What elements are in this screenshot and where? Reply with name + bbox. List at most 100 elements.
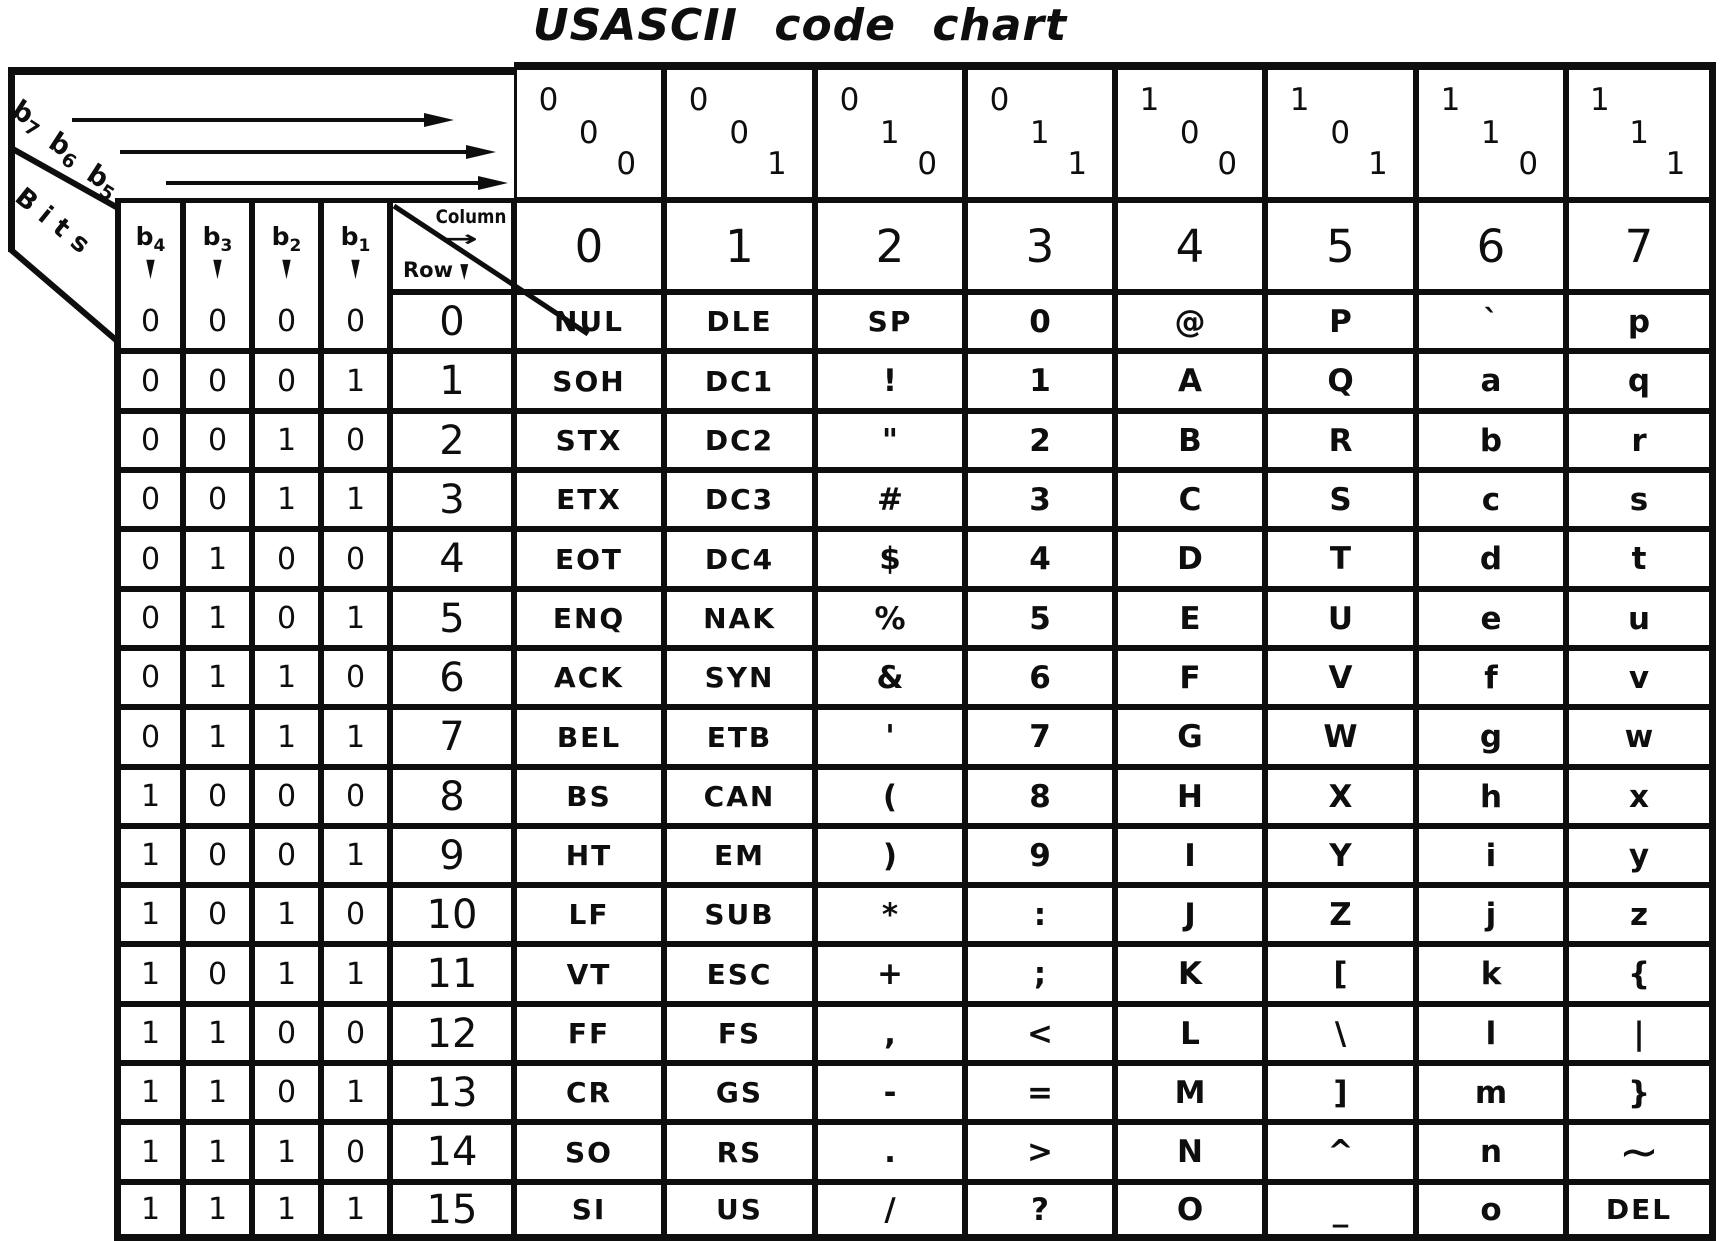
char-value: ESC bbox=[706, 957, 773, 991]
char-value: B bbox=[1178, 422, 1202, 459]
char-value: Y bbox=[1329, 837, 1352, 874]
bit-digit: 0 bbox=[989, 82, 1010, 119]
bit-value: 0 bbox=[207, 779, 228, 814]
low-bit-label-base: b bbox=[271, 221, 290, 251]
bit-digit: 0 bbox=[538, 82, 559, 119]
char-cell: ^ bbox=[1268, 1125, 1413, 1179]
char-value: | bbox=[1633, 1015, 1645, 1052]
bit-cell: 0 bbox=[324, 532, 387, 586]
char-cell: SOH bbox=[517, 354, 661, 408]
bit-value: 1 bbox=[140, 1134, 161, 1170]
char-value: H bbox=[1177, 778, 1203, 815]
row-number: 14 bbox=[426, 1129, 478, 1175]
bit-cell: 0 bbox=[255, 532, 318, 586]
char-value: DLE bbox=[706, 305, 773, 338]
char-value: < bbox=[1027, 1015, 1053, 1052]
char-value: n bbox=[1479, 1134, 1503, 1170]
char-value: z bbox=[1629, 896, 1649, 933]
column-number: 6 bbox=[1476, 219, 1506, 273]
char-cell: EOT bbox=[517, 532, 661, 586]
bit-value: 0 bbox=[345, 304, 366, 339]
char-cell: 0 bbox=[968, 295, 1112, 348]
char-value: x bbox=[1629, 778, 1649, 815]
char-cell: k bbox=[1419, 947, 1563, 1001]
char-value: CAN bbox=[703, 780, 776, 813]
char-cell: _ bbox=[1268, 1185, 1413, 1234]
char-cell: DLE bbox=[667, 295, 812, 348]
bit-cell: 1 bbox=[121, 770, 180, 823]
bit-cell: 0 bbox=[324, 770, 387, 823]
char-value: BEL bbox=[556, 720, 622, 754]
bit-value: 0 bbox=[140, 719, 161, 755]
bit-cell: 1 bbox=[121, 888, 180, 941]
char-value: ` bbox=[1483, 303, 1499, 340]
char-cell: ENQ bbox=[517, 592, 661, 645]
char-cell: G bbox=[1118, 710, 1262, 764]
char-cell: ; bbox=[968, 947, 1112, 1001]
char-value: c bbox=[1481, 481, 1501, 518]
row-number: 2 bbox=[439, 417, 465, 464]
low-bit-header-b4: b4 ▼ bbox=[121, 203, 180, 295]
bit-cell: 0 bbox=[324, 1125, 387, 1179]
bit-digit: 1 bbox=[1289, 82, 1310, 119]
char-value: HT bbox=[565, 839, 613, 872]
bit-cell: 1 bbox=[255, 473, 318, 526]
char-value: ^ bbox=[1327, 1134, 1354, 1170]
bit-value: 1 bbox=[276, 423, 297, 458]
char-value: b bbox=[1479, 422, 1503, 459]
char-value: 8 bbox=[1029, 778, 1051, 815]
row-number: 6 bbox=[439, 654, 465, 701]
char-cell: = bbox=[968, 1066, 1112, 1119]
bit-cell: 0 bbox=[255, 354, 318, 408]
char-cell: Y bbox=[1268, 829, 1413, 882]
char-value: A bbox=[1178, 363, 1202, 399]
bit-value: 0 bbox=[276, 304, 297, 339]
bit-value: 1 bbox=[276, 719, 297, 755]
char-value: BS bbox=[566, 780, 612, 813]
char-value: O bbox=[1176, 1191, 1204, 1228]
char-value: K bbox=[1177, 956, 1203, 992]
char-cell: + bbox=[818, 947, 962, 1001]
bit-value: 1 bbox=[207, 719, 228, 755]
table-top-border bbox=[8, 67, 514, 75]
char-cell: H bbox=[1118, 770, 1262, 823]
row-number-cell: 4 bbox=[393, 532, 511, 586]
char-value: RS bbox=[716, 1135, 763, 1169]
char-value: v bbox=[1628, 659, 1650, 696]
bit-cell: 0 bbox=[255, 1007, 318, 1060]
char-cell: % bbox=[818, 592, 962, 645]
char-cell: ) bbox=[818, 829, 962, 882]
column-number-header: 4 bbox=[1118, 203, 1262, 289]
char-cell: e bbox=[1419, 592, 1563, 645]
char-value: P bbox=[1329, 303, 1352, 340]
char-cell: B bbox=[1118, 414, 1262, 467]
bit-value: 1 bbox=[345, 601, 366, 636]
char-value: SP bbox=[867, 305, 913, 338]
bit-value: 1 bbox=[207, 541, 228, 577]
bit-value: 0 bbox=[140, 423, 161, 458]
low-bit-label-sub: 4 bbox=[153, 235, 166, 256]
char-value: T bbox=[1329, 541, 1352, 577]
char-value: @ bbox=[1174, 303, 1206, 340]
bit-cell: 1 bbox=[255, 947, 318, 1001]
row-number-cell: 2 bbox=[393, 414, 511, 467]
bit-cell: 1 bbox=[255, 1185, 318, 1234]
column-number: 1 bbox=[725, 219, 754, 273]
char-value: ACK bbox=[554, 661, 624, 694]
char-cell: \ bbox=[1268, 1007, 1413, 1060]
bit-cell: 0 bbox=[186, 473, 249, 526]
char-cell: b bbox=[1419, 414, 1563, 467]
bit-value: 0 bbox=[345, 660, 366, 695]
char-cell: SO bbox=[517, 1125, 661, 1179]
column-row-diagonal-line bbox=[392, 203, 590, 337]
char-cell: ETB bbox=[667, 710, 812, 764]
char-value: I bbox=[1184, 837, 1196, 874]
bit-value: 1 bbox=[207, 1192, 228, 1227]
bit-value: 0 bbox=[276, 363, 297, 399]
bit-cell: 0 bbox=[121, 651, 180, 704]
bit-cell: 1 bbox=[324, 592, 387, 645]
row-number: 0 bbox=[439, 298, 465, 345]
char-value: . bbox=[884, 1134, 896, 1170]
char-value: ! bbox=[882, 363, 898, 399]
char-cell: ~ bbox=[1569, 1124, 1709, 1180]
